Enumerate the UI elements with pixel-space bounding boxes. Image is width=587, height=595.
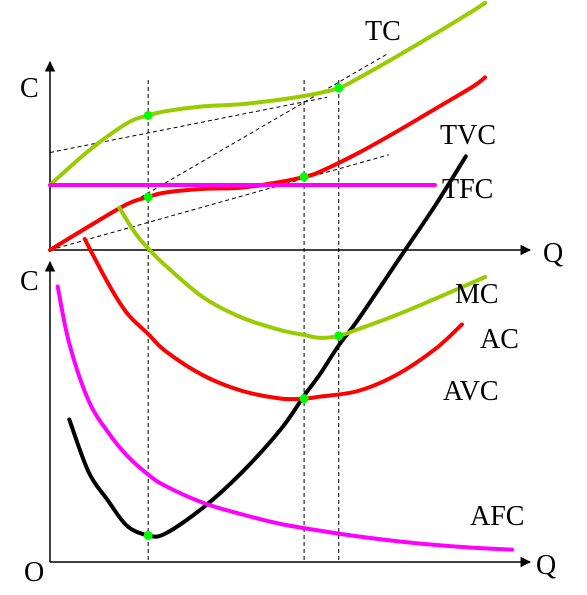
tc-label: TC [365,16,401,47]
bottom-y-axis-label: C [20,266,39,297]
bottom-x-axis-label: Q [536,550,556,581]
top-x-axis-label: Q [543,238,563,269]
afc-label: AFC [470,501,524,532]
bottom-axes [44,260,532,568]
top-marked-point-3 [143,192,153,202]
top-axes [44,60,532,256]
top-marked-point-4 [299,172,309,182]
bottom-marked-point-2 [299,394,309,404]
bottom-marked-point-1 [143,530,153,540]
origin-label: O [24,557,44,588]
curves [48,1,514,552]
afc-curve [55,284,514,552]
bottom-marked-point-3 [334,331,344,341]
tvc-label: TVC [440,120,496,151]
ac-label: AC [480,324,519,355]
tfc-label: TFC [442,174,493,205]
top-marked-point-2 [334,83,344,93]
top-marked-point-1 [143,110,153,120]
avc-curve [82,237,464,402]
marked-points [143,83,344,540]
tangent-line-3 [49,154,389,251]
avc-label: AVC [443,376,499,407]
tangent-line-1 [49,96,328,153]
ac-curve [117,205,488,340]
top-y-axis-label: C [20,73,39,104]
mc-curve [67,154,468,539]
tc-curve [48,1,488,187]
mc-label: MC [455,279,499,310]
tvc-curve [48,75,488,252]
